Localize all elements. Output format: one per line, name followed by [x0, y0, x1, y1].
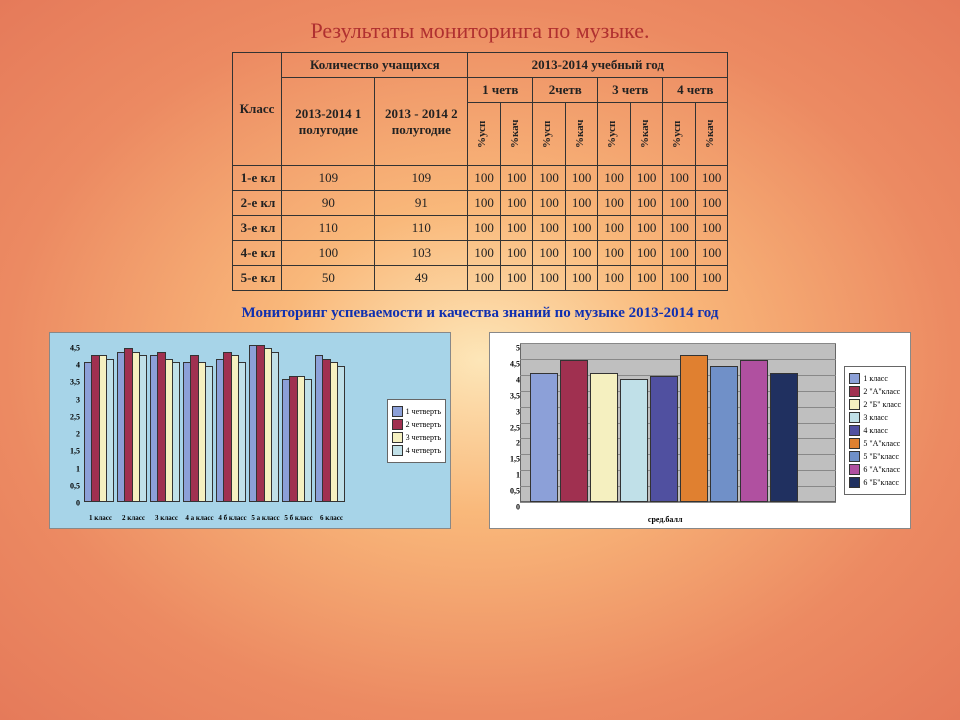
bar — [205, 366, 213, 502]
xtick-label: 6 класс — [315, 514, 349, 522]
bar — [530, 373, 558, 502]
bar — [650, 376, 678, 502]
bar — [139, 355, 147, 502]
ytick-label: 3 — [490, 407, 520, 416]
xtick-label: 5 а класс — [249, 514, 283, 522]
legend-item: 3 четверть — [392, 432, 441, 443]
legend-item: 3 класс — [849, 412, 901, 423]
col-q4: 4 четв — [663, 78, 728, 103]
ytick-label: 0,5 — [50, 481, 80, 490]
xtick-label: 4 б класс — [216, 514, 250, 522]
col-sem1: 2013-2014 1 полугодие — [282, 78, 375, 166]
ytick-label: 2,5 — [50, 412, 80, 421]
ytick-label: 3,5 — [490, 391, 520, 400]
col-usp: %усп — [468, 103, 501, 166]
ytick-label: 1,5 — [490, 455, 520, 464]
col-usp: %усп — [663, 103, 696, 166]
bar — [740, 360, 768, 502]
ytick-label: 3 — [50, 395, 80, 404]
legend-item: 4 класс — [849, 425, 901, 436]
chart-left-legend: 1 четверть 2 четверть 3 четверть 4 четверть — [387, 399, 446, 463]
ytick-label: 2 — [490, 439, 520, 448]
bar — [337, 366, 345, 502]
ytick-label: 4,5 — [50, 344, 80, 353]
col-kach: %кач — [630, 103, 663, 166]
results-table: Класс Количество учащихся 2013-2014 учеб… — [232, 52, 729, 291]
col-kach: %кач — [500, 103, 533, 166]
bar — [710, 366, 738, 502]
subtitle: Мониторинг успеваемости и качества знани… — [0, 305, 960, 322]
xtick-label: 4 а класс — [183, 514, 217, 522]
col-usp: %усп — [598, 103, 631, 166]
table-row: 4-е кл100103100100100100100100100100 — [232, 241, 728, 266]
page-title: Результаты мониторинга по музыке. — [0, 0, 960, 52]
ytick-label: 5 — [490, 344, 520, 353]
legend-item: 2 "Б" класс — [849, 399, 901, 410]
ytick-label: 1 — [50, 464, 80, 473]
col-q3: 3 четв — [598, 78, 663, 103]
ytick-label: 1,5 — [50, 447, 80, 456]
bar — [238, 362, 246, 502]
ytick-label: 4 — [490, 375, 520, 384]
col-sem2: 2013 - 2014 2 полугодие — [375, 78, 468, 166]
bar — [271, 352, 279, 502]
ytick-label: 0 — [490, 503, 520, 512]
ytick-label: 0,5 — [490, 487, 520, 496]
ytick-label: 2 — [50, 430, 80, 439]
col-kach: %кач — [565, 103, 598, 166]
ytick-label: 0 — [50, 499, 80, 508]
chart-left: 0 0,5 1 1,5 2 2,5 3 3,5 4 4,5 1 класс2 класс3 клас… — [49, 332, 451, 529]
ytick-label: 4,5 — [490, 359, 520, 368]
bar — [304, 379, 312, 502]
legend-item: 6 "А"класс — [849, 464, 901, 475]
col-q2: 2четв — [533, 78, 598, 103]
col-class: Класс — [232, 53, 282, 166]
legend-item: 4 четверть — [392, 445, 441, 456]
ytick-label: 1 — [490, 471, 520, 480]
ytick-label: 3,5 — [50, 378, 80, 387]
xtick-label: 3 класс — [150, 514, 184, 522]
chart-right-legend: 1 класс 2 "А"класс 2 "Б" класс 3 класс 4 кла… — [844, 366, 906, 495]
table-row: 3-е кл110110100100100100100100100100 — [232, 216, 728, 241]
table-row: 5-е кл5049100100100100100100100100 — [232, 266, 728, 291]
xtick-label: 2 класс — [117, 514, 151, 522]
legend-item: 2 четверть — [392, 419, 441, 430]
col-count: Количество учащихся — [282, 53, 468, 78]
col-q1: 1 четв — [468, 78, 533, 103]
legend-item: 1 четверть — [392, 406, 441, 417]
bar — [680, 355, 708, 502]
legend-item: 6 "Б"класс — [849, 477, 901, 488]
legend-item: 1 класс — [849, 373, 901, 384]
col-kach: %кач — [695, 103, 728, 166]
bar — [770, 373, 798, 502]
table-row: 2-е кл9091100100100100100100100100 — [232, 191, 728, 216]
bar — [172, 362, 180, 502]
bar — [620, 379, 648, 502]
table-row: 1-е кл109109100100100100100100100100 — [232, 166, 728, 191]
col-usp: %усп — [533, 103, 566, 166]
ytick-label: 4 — [50, 361, 80, 370]
legend-item: 5 "А"класс — [849, 438, 901, 449]
bar — [560, 360, 588, 502]
chart-right: 0 0,5 1 1,5 2 2,5 3 3,5 4 4,5 5 сред.балл 1 класс 2 … — [489, 332, 911, 529]
legend-item: 5 "Б"класс — [849, 451, 901, 462]
ytick-label: 2,5 — [490, 423, 520, 432]
legend-item: 2 "А"класс — [849, 386, 901, 397]
bar — [106, 359, 114, 502]
col-year: 2013-2014 учебный год — [468, 53, 728, 78]
xtick-label: 5 б класс — [282, 514, 316, 522]
bar — [590, 373, 618, 502]
xtick-label: 1 класс — [84, 514, 118, 522]
x-axis-label: сред.балл — [490, 515, 840, 524]
